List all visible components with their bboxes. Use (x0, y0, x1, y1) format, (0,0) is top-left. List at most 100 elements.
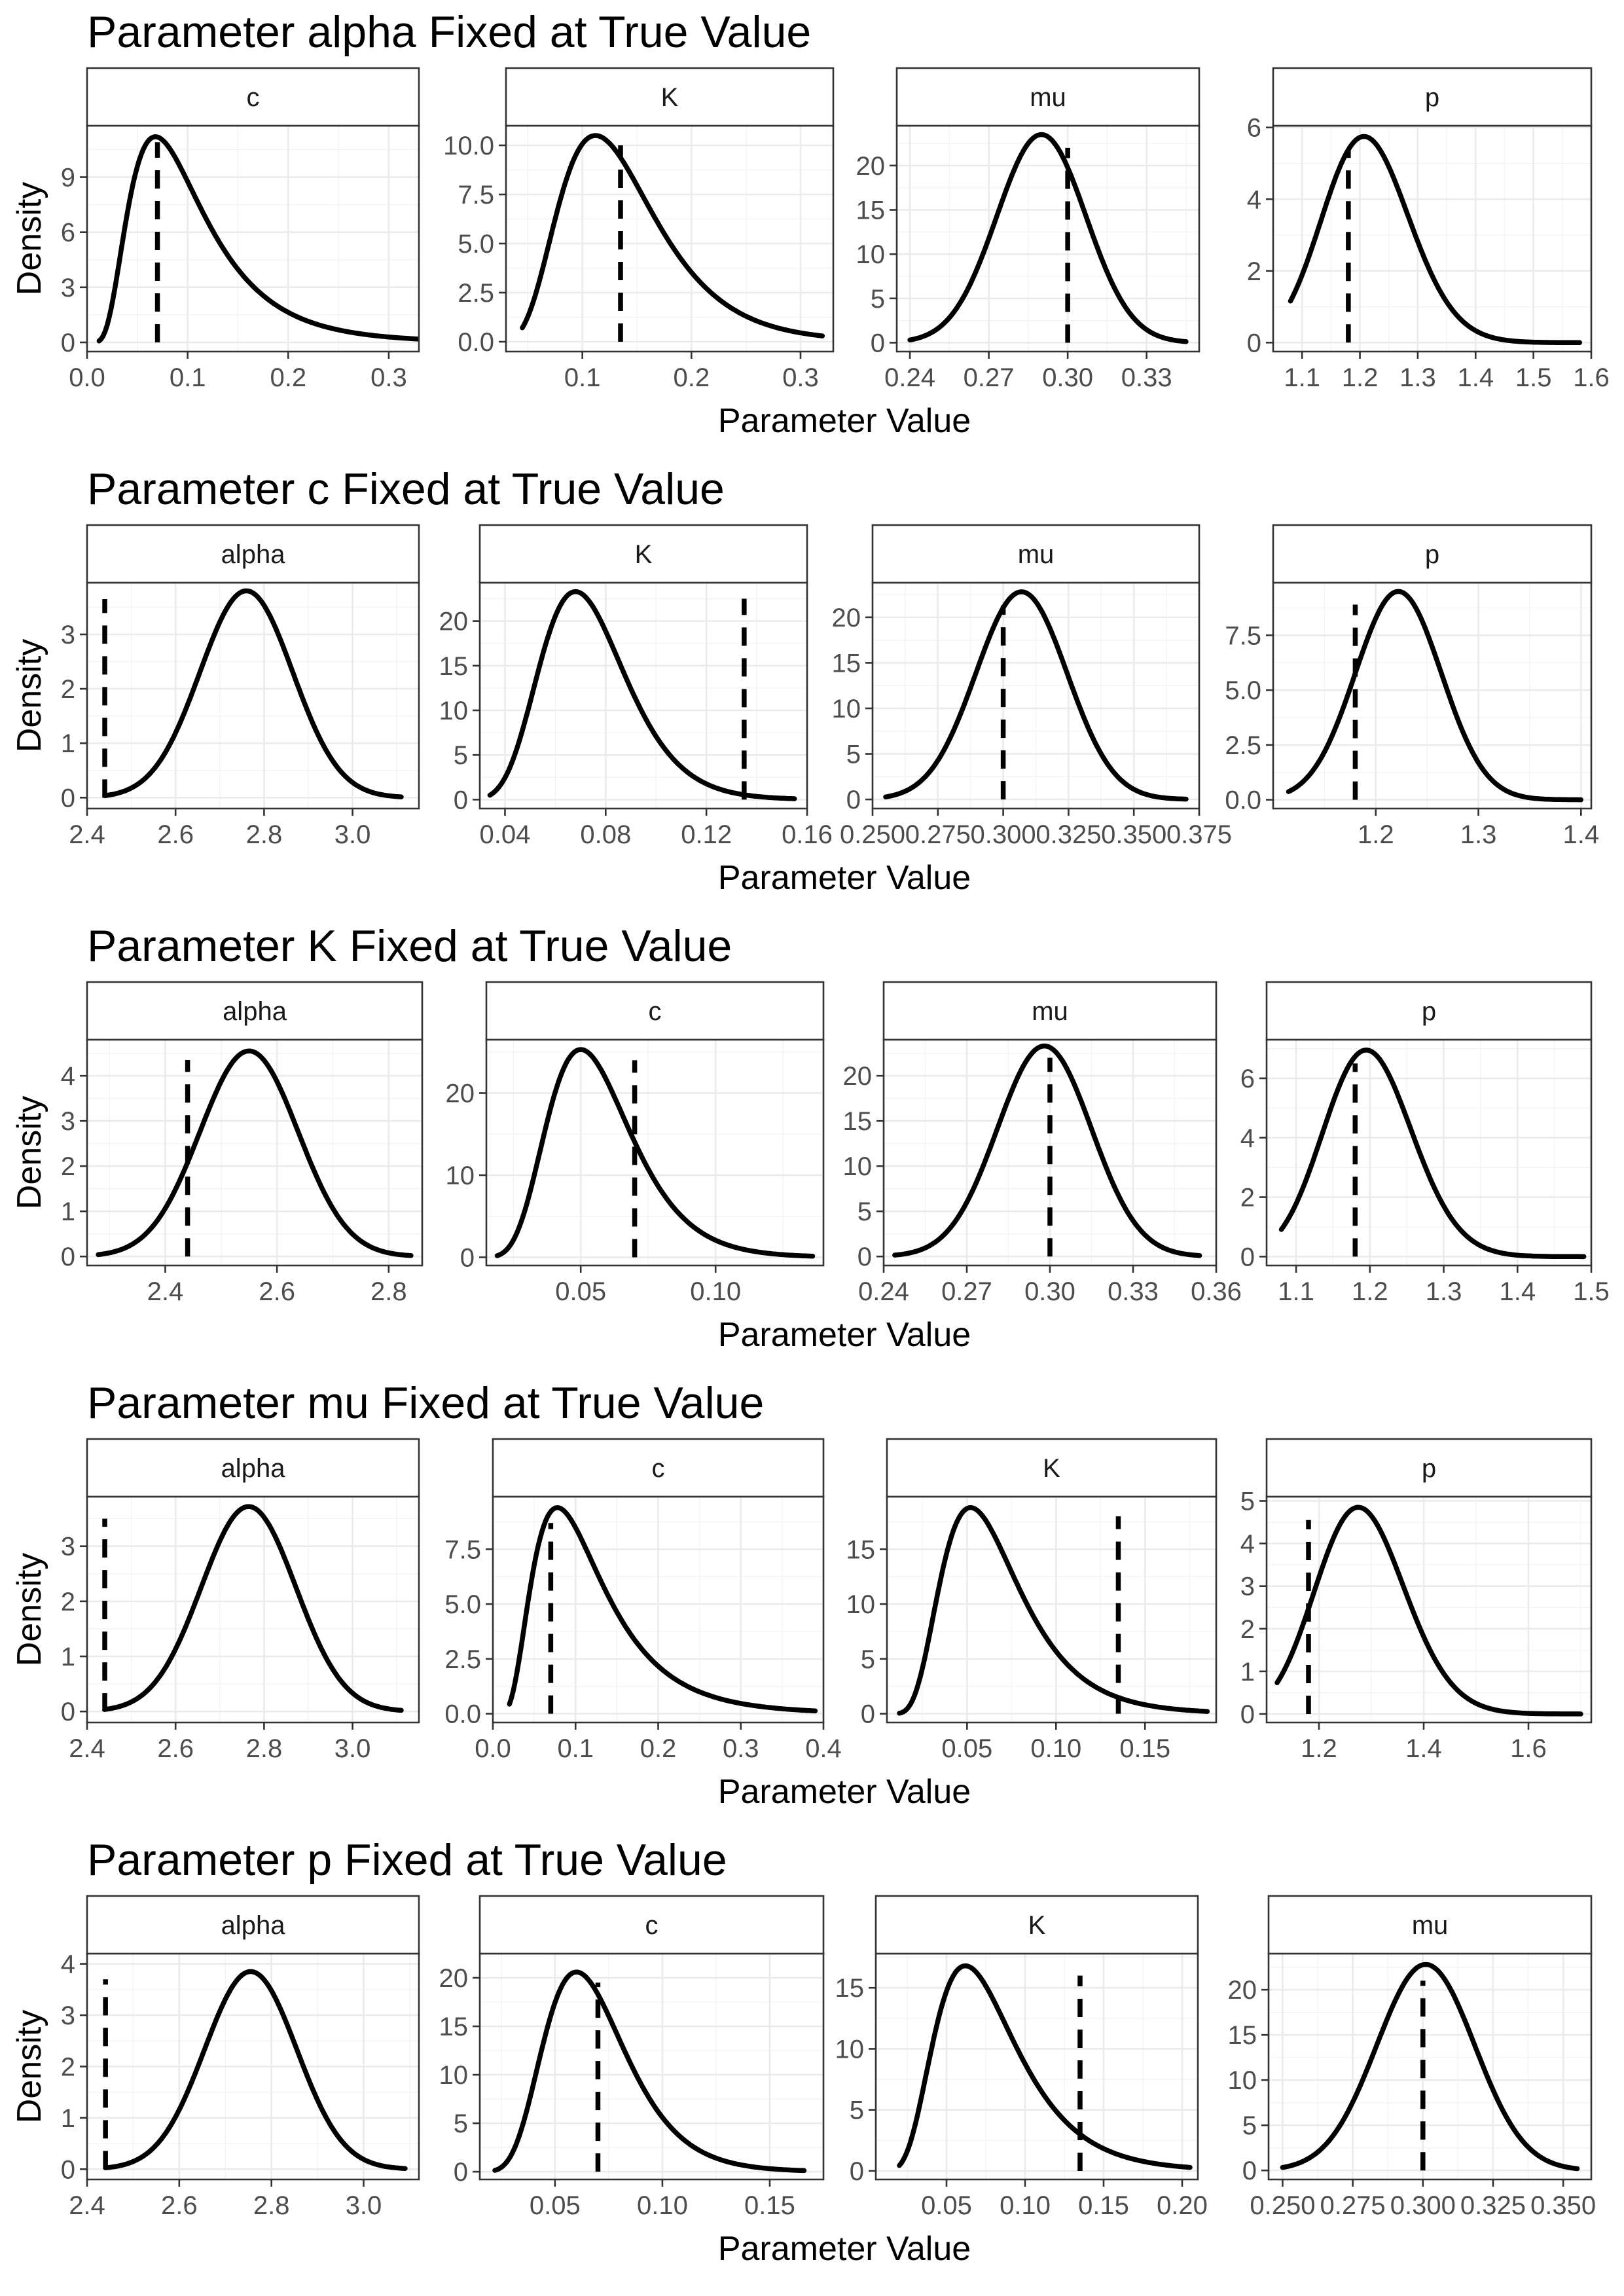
y-tick-label: 7.5 (458, 181, 494, 210)
panel-background (480, 1954, 823, 2179)
y-tick-label: 15 (846, 1535, 876, 1564)
y-tick-label: 7.5 (1225, 621, 1261, 650)
y-tick-label: 5 (861, 1645, 875, 1674)
facet-strip (86, 1895, 420, 1955)
x-tick-label: 0.15 (744, 2191, 795, 2220)
x-tick-label: 0.16 (782, 820, 833, 849)
x-tick-label: 0.05 (555, 1277, 606, 1306)
density-curve (883, 589, 1189, 802)
facet-panel-alpha: alpha 2.4 2.6 2.8 0 1 2 3 4 (61, 981, 424, 1306)
facet-panel-p: p 1.1 1.2 1.3 1.4 1.5 0 2 4 6 (1240, 981, 1610, 1306)
x-tick-label: 0.2 (270, 363, 306, 392)
x-tick-label: 0.10 (1000, 2191, 1051, 2220)
facet-row-3: Parameter K Fixed at True Value alpha 2.4 2… (10, 921, 1610, 1354)
density-curve (103, 1969, 408, 2171)
x-tick-label: 0.15 (1078, 2191, 1129, 2220)
x-tick-label: 1.5 (1573, 1277, 1610, 1306)
density-curve (907, 132, 1189, 344)
facet-panel-p: p 1.2 1.3 1.4 0.0 2.5 5.0 7.5 (1225, 524, 1600, 849)
facet-strip (86, 1438, 420, 1498)
x-tick-label: 2.4 (69, 1734, 105, 1763)
y-tick-label: 15 (843, 1107, 873, 1136)
panel-background (486, 1040, 823, 1266)
x-tick-label: 1.2 (1342, 363, 1379, 392)
density-curve (1278, 1048, 1587, 1260)
y-tick-label: 10 (1228, 2066, 1257, 2095)
x-tick-label: 1.4 (1563, 820, 1600, 849)
facet-panel-mu: mu 0.250 0.275 0.300 0.325 0.350 0 5 10 15 20 (1228, 1895, 1596, 2220)
panel-background (1273, 126, 1591, 352)
facet-strip (1267, 1895, 1593, 1955)
y-tick-label: 10 (439, 697, 469, 725)
y-tick-label: 5 (857, 1197, 872, 1226)
x-tick-label: 0.27 (964, 363, 1015, 392)
y-tick-label: 0 (861, 1700, 875, 1729)
facet-panel-c: c 0.05 0.10 0.15 0 5 10 15 20 (439, 1895, 825, 2220)
x-tick-label: 1.3 (1460, 820, 1497, 849)
facet-strip-label: mu (1412, 1911, 1449, 1940)
x-tick-label: 1.6 (1510, 1734, 1547, 1763)
x-tick-label: 3.0 (334, 820, 371, 849)
facet-panel-c: c 0.0 0.1 0.2 0.3 0 3 6 9 (61, 67, 420, 392)
facet-strip (886, 1438, 1218, 1498)
y-tick-label: 4 (61, 1950, 75, 1979)
x-tick-label: 0.3 (782, 363, 819, 392)
facet-strip-label: alpha (223, 997, 287, 1026)
y-tick-label: 0 (1240, 1700, 1255, 1729)
facet-panel-K: K 0.05 0.10 0.15 0.20 0 5 10 15 (835, 1895, 1208, 2220)
y-tick-label: 0 (61, 1698, 75, 1726)
x-tick-label: 3.0 (346, 2191, 382, 2220)
y-tick-label: 0.0 (458, 328, 494, 357)
y-tick-label: 3 (61, 1533, 75, 1561)
x-tick-label: 0.3 (370, 363, 407, 392)
y-tick-label: 10 (832, 695, 861, 723)
x-tick-label: 0.325 (1460, 2191, 1526, 2220)
y-tick-label: 3 (61, 274, 75, 302)
panel-background (87, 1040, 422, 1266)
y-tick-label: 0 (846, 786, 861, 814)
x-tick-label: 1.4 (1499, 1277, 1536, 1306)
y-axis-title: Density (10, 639, 48, 752)
row-title: Parameter c Fixed at True Value (87, 464, 725, 514)
facet-strip (505, 67, 835, 127)
panel-background (1267, 1497, 1591, 1722)
x-tick-label: 0.27 (941, 1277, 992, 1306)
y-tick-label: 0.0 (1225, 786, 1261, 815)
facet-strip-label: c (652, 1454, 665, 1483)
facet-row-4: Parameter mu Fixed at True Value alpha 2.4… (10, 1378, 1593, 1811)
y-tick-label: 6 (1240, 1065, 1255, 1093)
y-tick-label: 0 (454, 2158, 468, 2187)
x-tick-label: 1.6 (1573, 363, 1610, 392)
y-tick-label: 0 (1242, 2157, 1257, 2185)
facet-strip-label: c (649, 997, 662, 1026)
facet-strip-label: K (1028, 1911, 1046, 1940)
density-curve (520, 133, 825, 338)
facet-panel-alpha: alpha 2.4 2.6 2.8 3.0 0 1 2 3 (61, 524, 420, 849)
panel-background (1273, 583, 1591, 809)
x-tick-label: 1.3 (1399, 363, 1436, 392)
x-tick-label: 0.250 (1250, 2191, 1315, 2220)
density-curve (897, 1963, 1193, 2170)
y-tick-label: 4 (1240, 1530, 1255, 1559)
y-tick-label: 10 (446, 1161, 475, 1190)
facet-panel-p: p 1.1 1.2 1.3 1.4 1.5 1.6 0 2 4 6 (1247, 67, 1610, 392)
facet-strip-label: p (1425, 83, 1439, 112)
panel-background (1267, 1040, 1591, 1266)
x-tick-label: 0.275 (1320, 2191, 1386, 2220)
x-tick-label: 0.24 (884, 363, 935, 392)
y-tick-label: 0 (61, 329, 75, 357)
x-tick-label: 2.6 (259, 1277, 295, 1306)
y-tick-label: 6 (61, 219, 75, 247)
facet-strip (1265, 1438, 1593, 1498)
x-tick-label: 2.8 (246, 820, 283, 849)
y-tick-label: 0 (871, 329, 885, 357)
y-tick-label: 5 (454, 741, 468, 770)
y-tick-label: 5 (846, 740, 861, 769)
y-tick-label: 15 (835, 1974, 865, 2003)
x-tick-label: 0.2 (640, 1734, 677, 1763)
facet-strip (478, 524, 808, 584)
x-tick-label: 0.325 (1036, 820, 1101, 849)
facet-strip (882, 981, 1218, 1041)
y-tick-label: 5.0 (458, 230, 494, 259)
y-tick-label: 0 (454, 786, 468, 814)
